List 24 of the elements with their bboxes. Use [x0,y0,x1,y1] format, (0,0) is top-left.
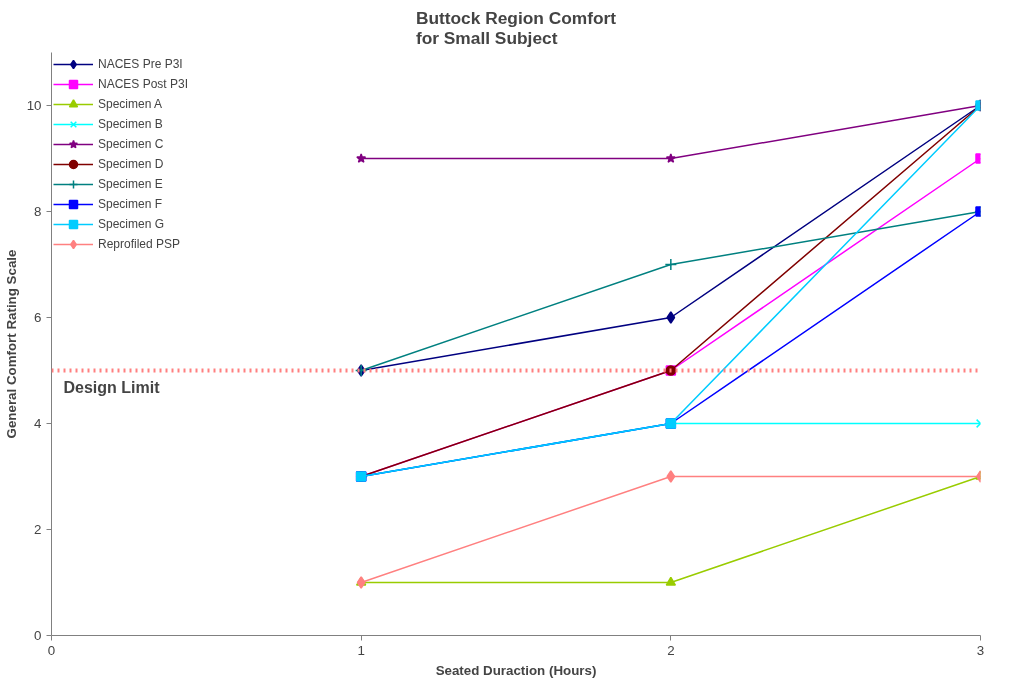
x-tick-label: 0 [47,642,56,658]
legend-label: Specimen A [98,97,163,111]
y-axis-title: General Comfort Rating Scale [3,249,19,439]
legend-label: Specimen B [98,117,163,131]
x-tick-label: 3 [976,642,985,658]
y-tick-label: 2 [34,522,42,537]
x-tick-label: 2 [667,642,675,658]
legend-label: NACES Pre P3I [98,57,183,71]
legend-label: Specimen G [98,217,165,231]
x-tick-label: 1 [357,642,365,658]
x-axis-title: Seated Duraction (Hours) [435,662,597,678]
chart-title: Buttock Region Comfort for Small Subject [415,7,617,48]
y-tick-label: 0 [34,628,42,643]
ref-line-label: Design Limit [63,378,161,396]
y-tick-label: 4 [34,416,43,431]
y-tick-label: 6 [34,310,42,325]
y-tick-label: 8 [34,204,42,219]
y-tick-label: 10 [26,98,42,113]
legend-label: NACES Post P3I [98,77,189,91]
legend-label: Reprofiled PSP [98,237,181,251]
legend-label: Specimen D [98,157,164,171]
legend-label: Specimen F [98,197,163,211]
legend-label: Specimen E [98,177,163,191]
legend-label: Specimen C [98,137,164,151]
